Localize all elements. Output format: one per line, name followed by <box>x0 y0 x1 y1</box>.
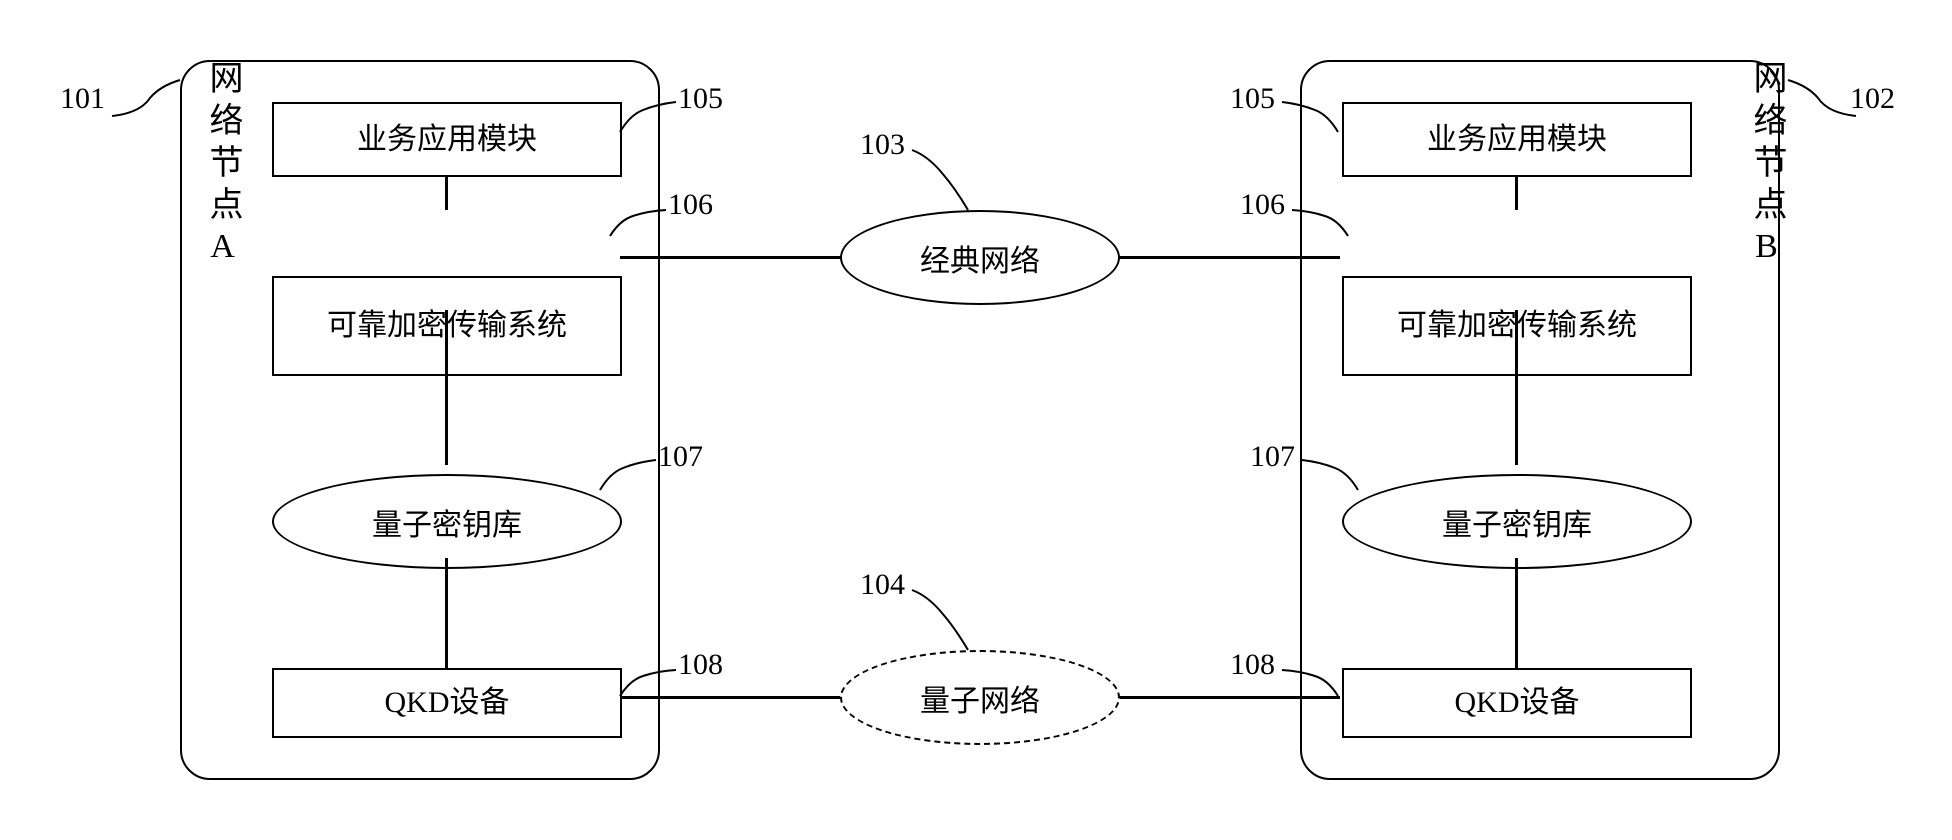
leader-106a <box>608 208 668 238</box>
edge-b-crypt-keydb <box>1515 310 1518 465</box>
edge-a-crypt-keydb <box>445 310 448 465</box>
leader-102 <box>1778 78 1858 118</box>
qkd-network-diagram: 经典网络 量子网络 业务应用模块 可靠加密传输系统 量子密钥库 QKD设备 网络… <box>40 40 1912 800</box>
ref-105b: 105 <box>1230 82 1275 116</box>
node-a-qkd-label: QKD设备 <box>385 683 510 722</box>
node-a-title: 网络节点A <box>198 60 247 273</box>
node-b-app-box: 业务应用模块 <box>1342 102 1692 177</box>
edge-b-keydb-qkd <box>1515 558 1518 670</box>
ref-101: 101 <box>60 82 105 116</box>
node-a-app-label: 业务应用模块 <box>357 120 537 159</box>
ref-108a: 108 <box>678 648 723 682</box>
classic-network-label: 经典网络 <box>920 236 1040 280</box>
node-a-keydb-ellipse: 量子密钥库 <box>272 474 622 569</box>
node-a-app-box: 业务应用模块 <box>272 102 622 177</box>
node-b-app-label: 业务应用模块 <box>1427 120 1607 159</box>
leader-103 <box>910 148 970 213</box>
leader-105b <box>1280 100 1340 135</box>
ref-103: 103 <box>860 128 905 162</box>
leader-105a <box>618 100 678 135</box>
edge-b-app-crypt <box>1515 177 1518 210</box>
quantum-network-label: 量子网络 <box>920 676 1040 720</box>
ref-102: 102 <box>1850 82 1895 116</box>
ref-108b: 108 <box>1230 648 1275 682</box>
node-b-keydb-label: 量子密钥库 <box>1442 500 1592 544</box>
ref-105a: 105 <box>678 82 723 116</box>
leader-108a <box>618 668 678 698</box>
edge-a-app-crypt <box>445 177 448 210</box>
node-b-container: 业务应用模块 可靠加密传输系统 量子密钥库 QKD设备 <box>1300 60 1780 780</box>
ref-106b: 106 <box>1240 188 1285 222</box>
node-a-container: 业务应用模块 可靠加密传输系统 量子密钥库 QKD设备 <box>180 60 660 780</box>
node-b-qkd-box: QKD设备 <box>1342 668 1692 738</box>
edge-a-keydb-qkd <box>445 558 448 670</box>
leader-106b <box>1290 208 1350 238</box>
node-b-qkd-label: QKD设备 <box>1455 683 1580 722</box>
leader-104 <box>910 588 970 653</box>
leader-108b <box>1280 668 1340 698</box>
ref-107b: 107 <box>1250 440 1295 474</box>
leader-101 <box>110 78 190 118</box>
ref-107a: 107 <box>658 440 703 474</box>
classic-network-ellipse: 经典网络 <box>840 210 1120 305</box>
leader-107a <box>598 458 658 493</box>
node-a-keydb-label: 量子密钥库 <box>372 500 522 544</box>
ref-106a: 106 <box>668 188 713 222</box>
quantum-network-ellipse: 量子网络 <box>840 650 1120 745</box>
leader-107b <box>1300 458 1360 493</box>
ref-104: 104 <box>860 568 905 602</box>
node-a-qkd-box: QKD设备 <box>272 668 622 738</box>
node-b-keydb-ellipse: 量子密钥库 <box>1342 474 1692 569</box>
